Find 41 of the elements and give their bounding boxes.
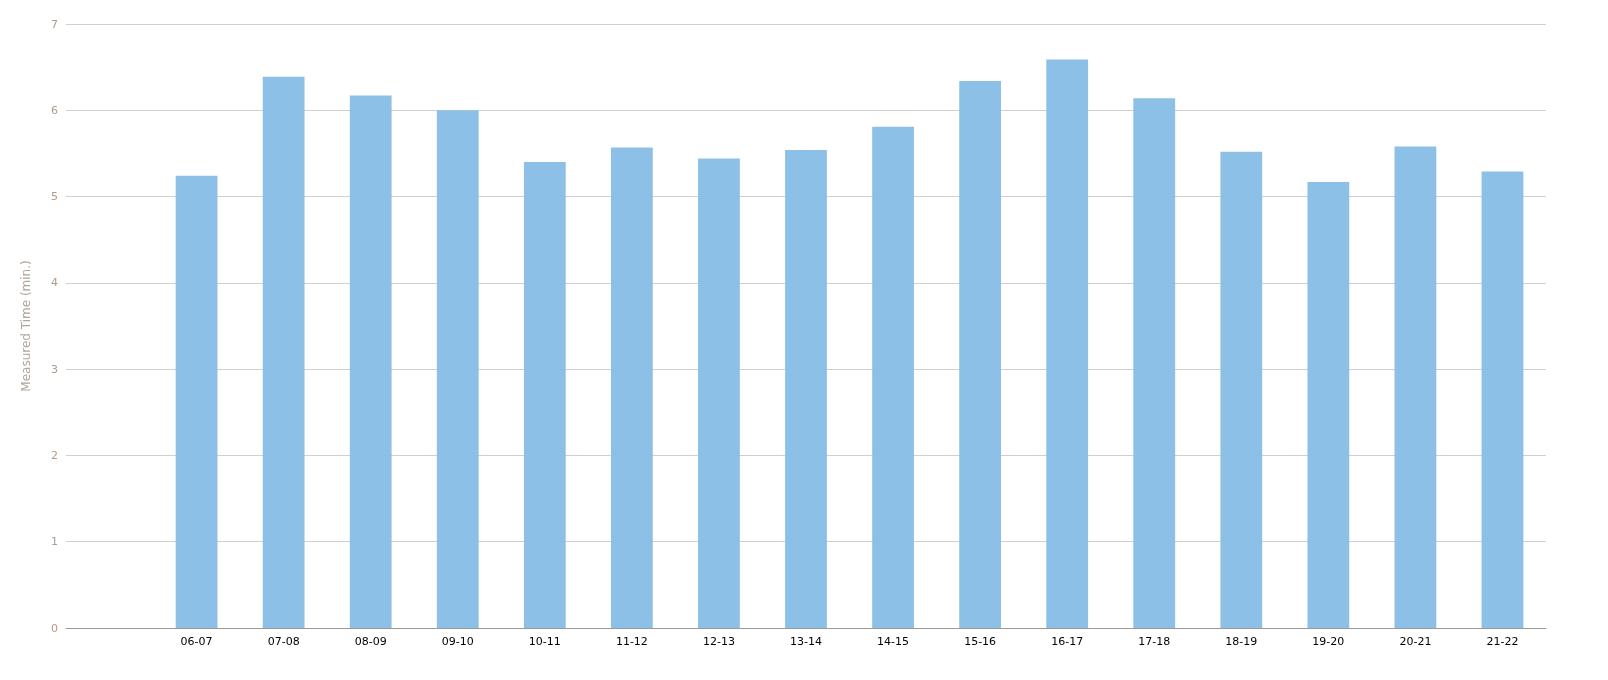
bar bbox=[1220, 151, 1263, 628]
bar bbox=[349, 95, 392, 628]
x-tick-label: 13-14 bbox=[790, 635, 822, 648]
y-tick-label: 5 bbox=[51, 190, 58, 204]
x-tick-label: 15-16 bbox=[964, 635, 997, 648]
y-tick-label: 2 bbox=[51, 448, 58, 462]
y-tick-label: 7 bbox=[51, 17, 58, 31]
x-tick-label: 14-15 bbox=[877, 635, 910, 648]
bar bbox=[698, 158, 740, 628]
y-axis-title: Measured Time (min.) bbox=[19, 260, 33, 392]
y-tick-label: 1 bbox=[51, 535, 58, 549]
y-tick-label: 6 bbox=[51, 103, 58, 117]
bar bbox=[872, 126, 914, 628]
bar bbox=[1394, 146, 1437, 628]
x-tick-label: 16-17 bbox=[1051, 635, 1084, 648]
bar bbox=[262, 76, 305, 628]
bar bbox=[1307, 181, 1350, 628]
bar bbox=[1133, 98, 1176, 628]
x-tick-label: 20-21 bbox=[1399, 635, 1432, 648]
x-tick-label: 21-22 bbox=[1486, 635, 1519, 648]
y-tick-label: 3 bbox=[51, 362, 58, 376]
bar bbox=[610, 147, 653, 628]
bar bbox=[1481, 171, 1524, 628]
x-tick-label: 09-10 bbox=[441, 635, 474, 648]
bar bbox=[959, 80, 1002, 628]
x-tick-label: 06-07 bbox=[180, 635, 213, 648]
y-tick-label: 0 bbox=[51, 621, 58, 635]
bar bbox=[785, 149, 827, 628]
x-tick-label: 07-08 bbox=[267, 635, 300, 648]
x-tick-label: 12-13 bbox=[702, 635, 735, 648]
x-tick-label: 10-11 bbox=[528, 635, 561, 648]
x-tick-label: 08-09 bbox=[354, 635, 387, 648]
x-tick-label: 18-19 bbox=[1225, 635, 1258, 648]
x-tick-label: 17-18 bbox=[1138, 635, 1171, 648]
x-tick-label: 19-20 bbox=[1312, 635, 1345, 648]
bar bbox=[175, 175, 218, 628]
bar bbox=[436, 110, 479, 628]
x-tick-label: 11-12 bbox=[615, 635, 648, 648]
bar bbox=[523, 162, 566, 628]
y-tick-label: 4 bbox=[51, 276, 58, 290]
bar bbox=[1046, 59, 1089, 628]
